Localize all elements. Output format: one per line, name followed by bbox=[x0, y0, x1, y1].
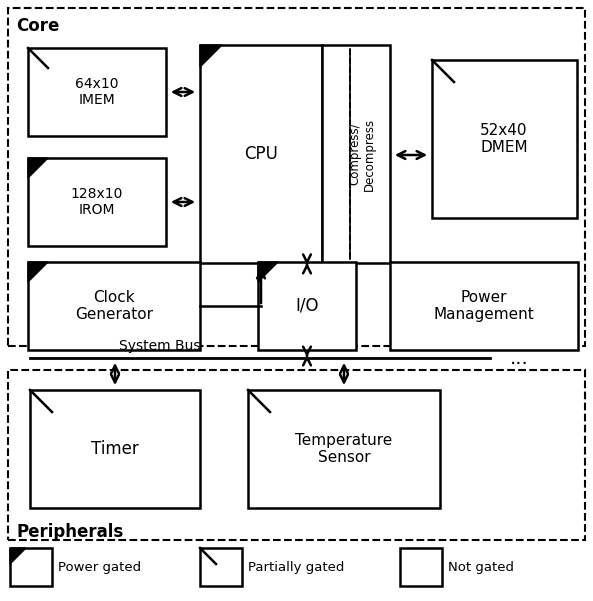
Bar bbox=[8, 370, 585, 540]
Text: Timer: Timer bbox=[91, 440, 139, 458]
Polygon shape bbox=[28, 262, 48, 282]
Text: System Bus: System Bus bbox=[119, 339, 201, 353]
Bar bbox=[322, 45, 390, 263]
Text: Compress/
Decompress: Compress/ Decompress bbox=[348, 117, 376, 191]
Bar bbox=[30, 390, 200, 508]
Text: 128x10
IROM: 128x10 IROM bbox=[71, 187, 123, 217]
Bar bbox=[258, 262, 356, 350]
Polygon shape bbox=[10, 548, 26, 564]
Bar bbox=[28, 262, 200, 350]
Text: I/O: I/O bbox=[295, 297, 319, 315]
Text: Temperature
Sensor: Temperature Sensor bbox=[295, 433, 393, 465]
Bar bbox=[400, 548, 442, 586]
Text: Peripherals: Peripherals bbox=[16, 523, 123, 541]
Bar bbox=[8, 8, 585, 346]
Text: Power gated: Power gated bbox=[58, 561, 141, 573]
Bar bbox=[200, 45, 322, 263]
Text: CPU: CPU bbox=[244, 145, 278, 163]
Text: 52x40
DMEM: 52x40 DMEM bbox=[480, 123, 528, 155]
Polygon shape bbox=[200, 45, 222, 67]
Polygon shape bbox=[28, 158, 48, 178]
Bar bbox=[248, 390, 440, 508]
Bar bbox=[10, 548, 52, 586]
Bar bbox=[28, 48, 166, 136]
Text: Core: Core bbox=[16, 17, 59, 35]
Bar bbox=[200, 548, 242, 586]
Bar bbox=[28, 158, 166, 246]
Text: ...: ... bbox=[510, 349, 529, 367]
Text: Partially gated: Partially gated bbox=[248, 561, 345, 573]
Polygon shape bbox=[258, 262, 278, 282]
Bar bbox=[432, 60, 577, 218]
Text: Clock
Generator: Clock Generator bbox=[75, 290, 153, 322]
Text: Not gated: Not gated bbox=[448, 561, 514, 573]
Bar bbox=[390, 262, 578, 350]
Text: Power
Management: Power Management bbox=[433, 290, 534, 322]
Text: 64x10
IMEM: 64x10 IMEM bbox=[75, 77, 119, 107]
